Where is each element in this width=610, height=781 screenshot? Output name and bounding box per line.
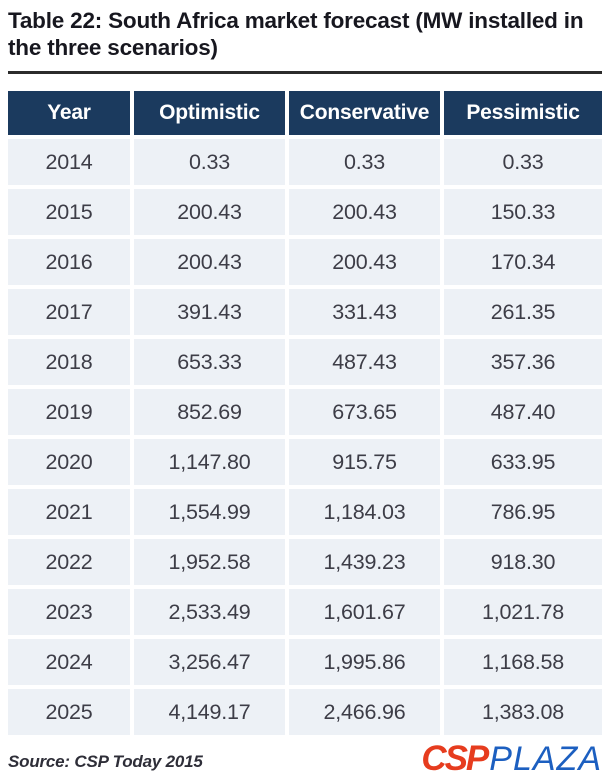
table-row: 2014 0.33 0.33 0.33 — [8, 139, 602, 186]
value-cell: 1,601.67 — [289, 589, 440, 636]
year-cell: 2014 — [8, 139, 130, 186]
table-row: 2015 200.43 200.43 150.33 — [8, 189, 602, 236]
logo-csp-text: CSP — [421, 739, 489, 779]
value-cell: 170.34 — [444, 239, 602, 286]
table-row: 2022 1,952.58 1,439.23 918.30 — [8, 539, 602, 586]
year-cell: 2017 — [8, 289, 130, 336]
value-cell: 673.65 — [289, 389, 440, 436]
title-rule — [8, 71, 602, 75]
value-cell: 357.36 — [444, 339, 602, 386]
table-row: 2023 2,533.49 1,601.67 1,021.78 — [8, 589, 602, 636]
value-cell: 918.30 — [444, 539, 602, 586]
value-cell: 1,952.58 — [134, 539, 285, 586]
value-cell: 0.33 — [134, 139, 285, 186]
year-cell: 2015 — [8, 189, 130, 236]
column-header-conservative: Conservative — [289, 91, 440, 136]
year-cell: 2025 — [8, 689, 130, 736]
table-row: 2020 1,147.80 915.75 633.95 — [8, 439, 602, 486]
value-cell: 852.69 — [134, 389, 285, 436]
value-cell: 200.43 — [289, 239, 440, 286]
value-cell: 786.95 — [444, 489, 602, 536]
year-cell: 2016 — [8, 239, 130, 286]
column-header-pessimistic: Pessimistic — [444, 91, 602, 136]
value-cell: 200.43 — [134, 189, 285, 236]
table-row: 2021 1,554.99 1,184.03 786.95 — [8, 489, 602, 536]
value-cell: 633.95 — [444, 439, 602, 486]
table-row: 2025 4,149.17 2,466.96 1,383.08 — [8, 689, 602, 736]
logo-plaza-text: PLAZA — [489, 740, 602, 779]
value-cell: 150.33 — [444, 189, 602, 236]
value-cell: 1,184.03 — [289, 489, 440, 536]
value-cell: 915.75 — [289, 439, 440, 486]
value-cell: 1,383.08 — [444, 689, 602, 736]
value-cell: 3,256.47 — [134, 639, 285, 686]
value-cell: 653.33 — [134, 339, 285, 386]
value-cell: 487.40 — [444, 389, 602, 436]
value-cell: 1,021.78 — [444, 589, 602, 636]
table-row: 2016 200.43 200.43 170.34 — [8, 239, 602, 286]
year-cell: 2018 — [8, 339, 130, 386]
value-cell: 331.43 — [289, 289, 440, 336]
year-cell: 2024 — [8, 639, 130, 686]
value-cell: 1,147.80 — [134, 439, 285, 486]
value-cell: 1,439.23 — [289, 539, 440, 586]
value-cell: 391.43 — [134, 289, 285, 336]
value-cell: 487.43 — [289, 339, 440, 386]
table-title: Table 22: South Africa market forecast (… — [8, 8, 584, 60]
year-cell: 2022 — [8, 539, 130, 586]
csp-plaza-logo: CSPPLAZA — [421, 741, 602, 778]
value-cell: 0.33 — [444, 139, 602, 186]
table-row: 2019 852.69 673.65 487.40 — [8, 389, 602, 436]
source-note: Source: CSP Today 2015 — [8, 752, 203, 772]
table-body: 2014 0.33 0.33 0.33 2015 200.43 200.43 150.33 20… — [8, 139, 602, 736]
year-cell: 2020 — [8, 439, 130, 486]
value-cell: 1,554.99 — [134, 489, 285, 536]
value-cell: 261.35 — [444, 289, 602, 336]
value-cell: 200.43 — [134, 239, 285, 286]
year-cell: 2019 — [8, 389, 130, 436]
footer: Source: CSP Today 2015 CSPPLAZA — [8, 741, 602, 778]
column-header-optimistic: Optimistic — [134, 91, 285, 136]
table-row: 2017 391.43 331.43 261.35 — [8, 289, 602, 336]
table-row: 2018 653.33 487.43 357.36 — [8, 339, 602, 386]
value-cell: 200.43 — [289, 189, 440, 236]
value-cell: 1,995.86 — [289, 639, 440, 686]
value-cell: 0.33 — [289, 139, 440, 186]
value-cell: 1,168.58 — [444, 639, 602, 686]
year-cell: 2021 — [8, 489, 130, 536]
table-row: 2024 3,256.47 1,995.86 1,168.58 — [8, 639, 602, 686]
header-row: Year Optimistic Conservative Pessimistic — [8, 91, 602, 136]
value-cell: 4,149.17 — [134, 689, 285, 736]
column-header-year: Year — [8, 91, 130, 136]
forecast-table: Year Optimistic Conservative Pessimistic… — [4, 87, 606, 739]
value-cell: 2,466.96 — [289, 689, 440, 736]
value-cell: 2,533.49 — [134, 589, 285, 636]
year-cell: 2023 — [8, 589, 130, 636]
